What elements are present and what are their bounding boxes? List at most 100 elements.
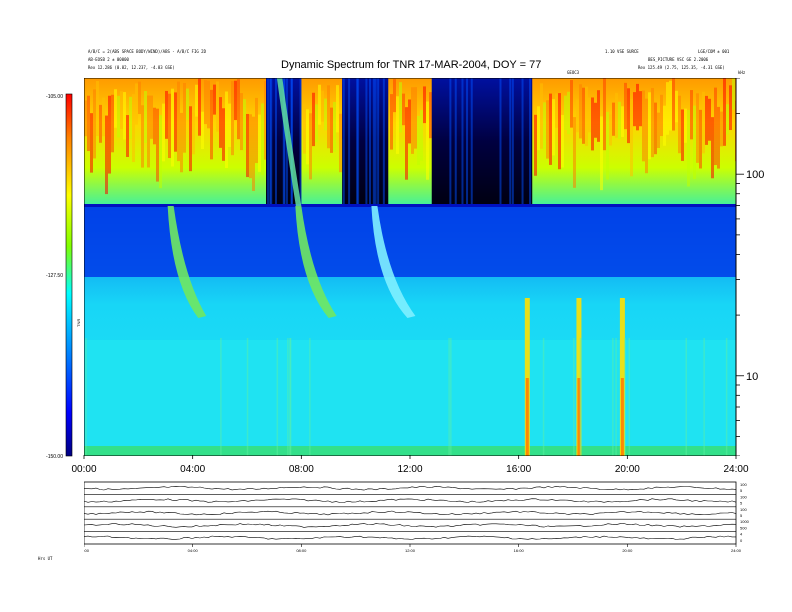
upper-dark-streak	[382, 78, 385, 206]
upper-streak	[729, 85, 732, 131]
upper-streak	[108, 95, 111, 174]
upper-streak	[666, 82, 669, 135]
upper-streak	[222, 108, 225, 161]
colorbar-unit-label: TNR	[76, 319, 81, 327]
upper-streak	[201, 111, 204, 150]
upper-streak	[123, 92, 126, 140]
upper-streak	[711, 117, 714, 179]
upper-streak	[306, 109, 309, 165]
upper-streak	[720, 111, 723, 147]
upper-streak	[231, 81, 234, 156]
upper-streak	[144, 90, 147, 143]
time-tick-label: 20:00	[615, 464, 640, 475]
upper-streak	[339, 113, 342, 173]
upper-dark-streak	[377, 78, 380, 206]
upper-streak	[534, 114, 537, 176]
parameter-time-label: 16:00	[514, 548, 525, 553]
upper-streak	[402, 93, 405, 126]
right-unit-label: kHz	[738, 70, 746, 75]
upper-streak	[390, 94, 393, 150]
upper-streak	[240, 93, 243, 151]
upper-streak	[324, 98, 327, 131]
upper-streak	[648, 92, 651, 160]
frequency-tick-label: 10	[746, 371, 758, 383]
upper-dark-streak	[529, 78, 532, 206]
upper-dark-streak	[357, 78, 360, 206]
spectrogram-lower-band	[84, 340, 736, 446]
upper-streak	[615, 92, 618, 138]
footer-label: Hrs UT	[38, 556, 53, 561]
frequency-tick-label: 100	[746, 169, 764, 181]
upper-dark-streak	[348, 78, 351, 206]
bright-spike	[524, 298, 530, 456]
upper-streak	[84, 100, 87, 137]
upper-streak	[609, 114, 612, 146]
upper-dark-streak	[449, 78, 452, 206]
upper-streak	[303, 104, 306, 154]
upper-streak	[309, 113, 312, 180]
upper-dark-streak	[269, 78, 272, 206]
upper-streak	[213, 84, 216, 115]
upper-streak	[252, 116, 255, 191]
upper-streak	[165, 90, 168, 139]
upper-streak	[564, 95, 567, 130]
upper-streak	[588, 97, 591, 133]
time-tick-label: 08:00	[289, 464, 314, 475]
upper-streak	[585, 86, 588, 146]
spectrogram	[84, 78, 736, 456]
parameter-right-tick: 4	[740, 532, 743, 537]
parameter-right-tick: 5	[740, 488, 743, 493]
upper-streak	[690, 90, 693, 140]
upper-dark-streak	[368, 78, 371, 206]
upper-streak	[639, 91, 642, 127]
parameter-time-label: 20:00	[622, 548, 633, 553]
upper-streak	[87, 95, 90, 152]
upper-streak	[189, 106, 192, 172]
upper-streak	[111, 94, 114, 153]
upper-streak	[183, 83, 186, 153]
upper-streak	[168, 93, 171, 159]
time-tick-label: 04:00	[180, 464, 205, 475]
parameter-right-tick: 1000	[740, 519, 750, 524]
upper-dark-streak	[461, 78, 464, 206]
upper-streak	[633, 92, 636, 127]
colorbar-tick-top: -105.00	[46, 94, 63, 100]
upper-streak	[672, 78, 675, 131]
upper-streak	[660, 94, 663, 137]
upper-streak	[627, 88, 630, 144]
upper-streak	[558, 93, 561, 170]
upper-streak	[117, 95, 120, 138]
upper-streak	[621, 106, 624, 137]
parameter-right-tick: 100	[740, 507, 747, 512]
upper-streak	[573, 117, 576, 188]
upper-streak	[93, 89, 96, 159]
upper-dark-streak	[356, 78, 359, 206]
upper-streak	[246, 113, 249, 178]
upper-streak	[687, 109, 690, 187]
upper-streak	[156, 108, 159, 182]
faint-spike	[289, 338, 291, 456]
upper-streak	[228, 103, 231, 147]
middle-blue-band	[84, 207, 736, 277]
upper-streak	[732, 78, 735, 110]
upper-dark-streak	[499, 78, 502, 206]
upper-streak	[396, 96, 399, 154]
upper-dark-streak	[454, 78, 457, 206]
upper-streak	[624, 82, 627, 130]
frequency-axis: 100 10	[736, 78, 764, 456]
upper-streak	[726, 104, 729, 135]
colorbar-tick-mid: -127.50	[46, 273, 63, 279]
bright-spike-core	[525, 378, 529, 456]
upper-streak	[429, 92, 432, 139]
upper-streak	[393, 79, 396, 113]
upper-streak	[216, 81, 219, 132]
upper-streak	[669, 80, 672, 131]
upper-dark-streak	[365, 78, 368, 206]
upper-streak	[699, 109, 702, 169]
upper-streak	[96, 81, 99, 136]
upper-streak	[333, 101, 336, 152]
colorbar-tick-bottom: -150.00	[46, 454, 63, 460]
upper-streak	[597, 90, 600, 142]
upper-streak	[234, 80, 237, 121]
upper-streak	[237, 79, 240, 140]
